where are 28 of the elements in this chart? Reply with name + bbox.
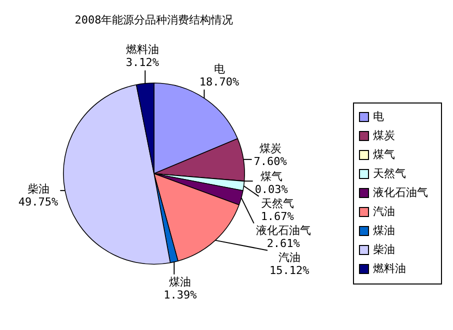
slice-label: 汽油 (278, 251, 300, 264)
slice-label: 柴油 (27, 182, 50, 196)
data-label: 49.75% (18, 196, 59, 209)
data-label: 0.03% (254, 183, 288, 196)
chart-title: 2008年能源分品种消费结构情况 (74, 13, 234, 26)
slice-label: 液化石油气 (256, 224, 311, 238)
data-label: 2.61% (266, 237, 300, 250)
slice-label: 天然气 (260, 197, 294, 210)
legend-label: 燃料油 (373, 262, 406, 275)
legend-label: 汽油 (373, 204, 395, 218)
data-label: 1.39% (164, 288, 198, 302)
slice-label: 燃料油 (126, 43, 159, 56)
data-label: 7.60% (254, 155, 288, 168)
legend-label: 电 (373, 110, 384, 123)
slice-label: 煤炭 (259, 142, 282, 156)
slice-label: 电 (214, 62, 225, 76)
legend-label: 煤气 (373, 148, 395, 161)
legend-label: 柴油 (373, 242, 395, 256)
legend-label: 天然气 (373, 166, 406, 180)
data-label: 1.67% (260, 210, 294, 224)
legend-label: 煤油 (373, 224, 395, 237)
legend-label: 煤炭 (373, 128, 395, 142)
data-label: 3.12% (126, 56, 160, 70)
legend-label: 液化石油气 (373, 186, 428, 199)
data-label: 18.70% (199, 75, 240, 88)
slice-label: 煤气 (260, 170, 282, 184)
data-label: 15.12% (270, 264, 310, 278)
slice-label: 煤油 (169, 275, 192, 288)
